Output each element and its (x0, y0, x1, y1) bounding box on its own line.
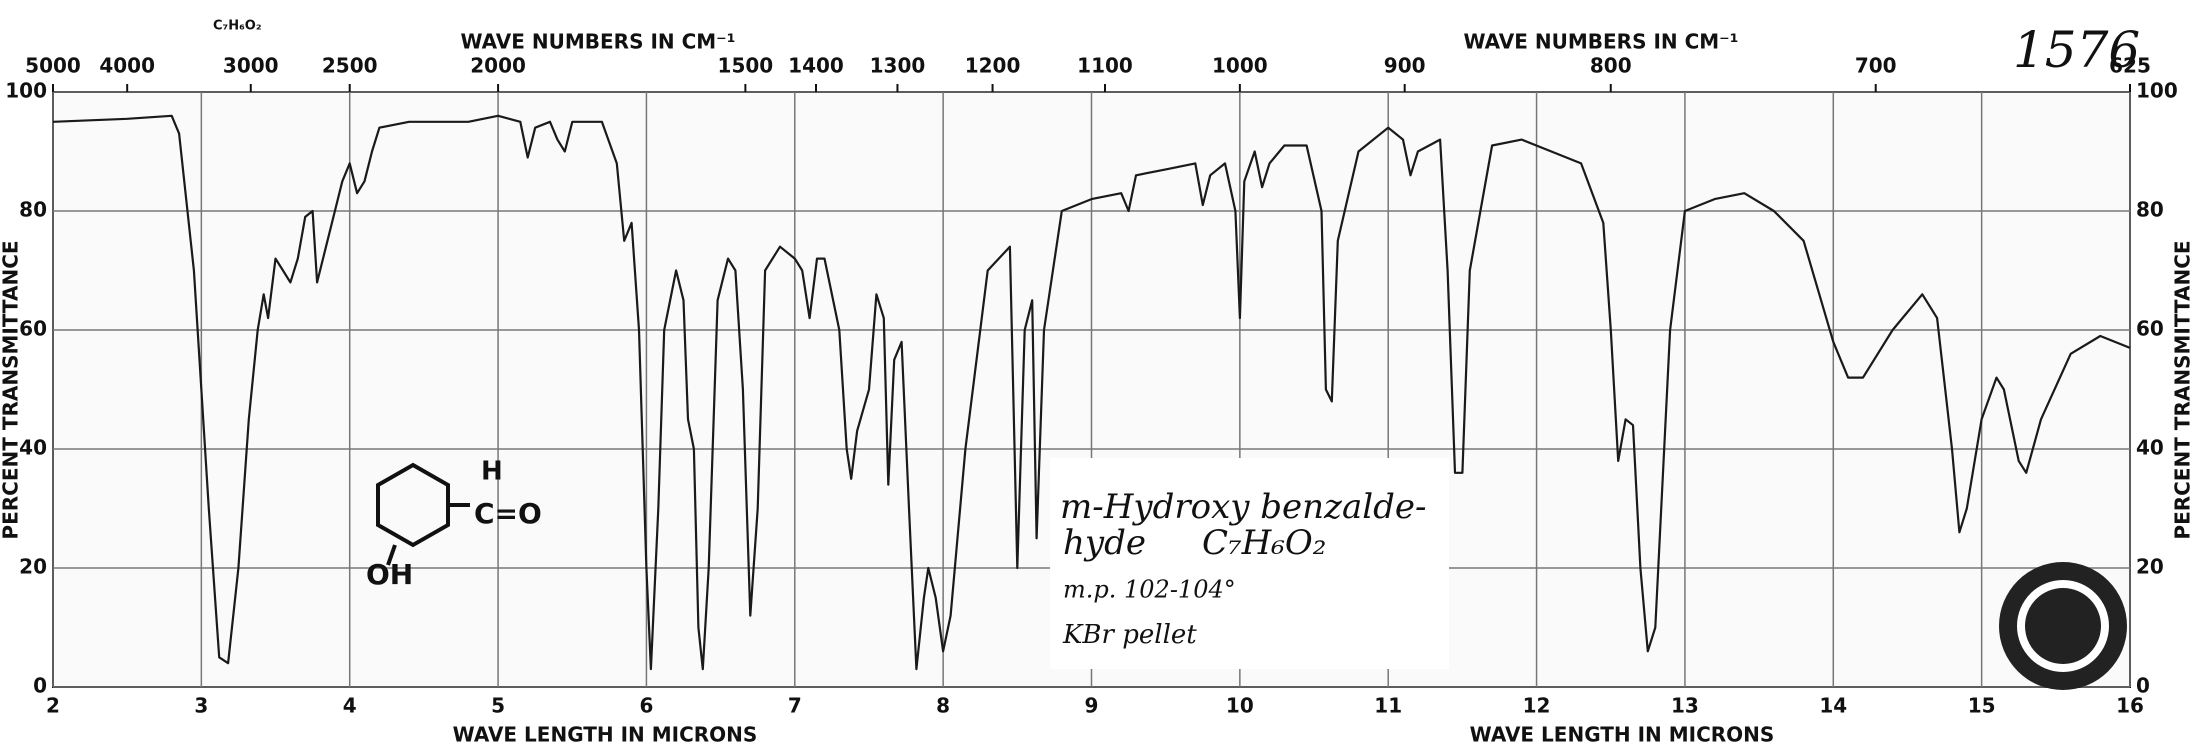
x-tick-label: 3 (194, 694, 208, 718)
spectrum-line (52, 114, 2131, 671)
x2-tick-label: 900 (1384, 54, 1426, 78)
annotation: m-Hydroxy benzalde- (1060, 487, 1426, 527)
bond (386, 544, 397, 566)
x-tick-label: 11 (1374, 694, 1402, 718)
annotation: 1576 (2013, 21, 2140, 79)
annotation: KBr pellet (1062, 620, 1197, 650)
spectrum (52, 114, 2131, 671)
x2-tick-label: 4000 (99, 54, 155, 78)
y-tick-label: 0 (2136, 674, 2150, 698)
x-tick-label: 12 (1523, 694, 1551, 718)
x2-tick-label: 1400 (788, 54, 844, 78)
y-tick-label: 20 (2136, 555, 2164, 579)
y-tick-label: 40 (19, 436, 47, 460)
y-axis-label: PERCENT TRANSMITTANCE (2171, 240, 2195, 539)
x-tick-label: 7 (788, 694, 802, 718)
annotation: hyde (1063, 523, 1146, 563)
annotation: H (481, 457, 503, 487)
x-tick-label: 15 (1968, 694, 1996, 718)
x-tick-label: 10 (1226, 694, 1254, 718)
x-axis-label: WAVE LENGTH IN MICRONS (1470, 723, 1775, 747)
x2-tick-label: 2500 (322, 54, 378, 78)
x-tick-label: 13 (1671, 694, 1699, 718)
x2-tick-label: 1500 (718, 54, 774, 78)
annotation: C=O (474, 497, 542, 530)
x2-axis-label: WAVE NUMBERS IN CM⁻¹ (461, 30, 736, 54)
benzene-ring (376, 462, 450, 548)
annotation: C₇H₆O₂ (213, 19, 262, 34)
x2-tick-label: 2000 (470, 54, 526, 78)
y-tick-label: 40 (2136, 436, 2164, 460)
x2-tick-label: 700 (1855, 54, 1897, 78)
annotation: m.p. 102-104° (1063, 576, 1236, 604)
y-tick-label: 100 (2136, 79, 2178, 103)
x2-tick-label: 1000 (1212, 54, 1268, 78)
y-tick-label: 80 (2136, 198, 2164, 222)
grid (52, 91, 2131, 688)
y-tick-label: 20 (19, 555, 47, 579)
x-tick-label: 5 (491, 694, 505, 718)
x2-tick-label: 625 (2109, 54, 2151, 78)
annotation: OH (366, 558, 413, 591)
y-tick-label: 80 (19, 198, 47, 222)
y-axis-label: PERCENT TRANSMITTANCE (0, 240, 23, 539)
x-tick-label: 14 (1819, 694, 1847, 718)
x2-tick-label: 800 (1590, 54, 1632, 78)
x-tick-label: 9 (1085, 694, 1099, 718)
y-tick-label: 0 (33, 674, 47, 698)
y-tick-label: 100 (5, 79, 47, 103)
x2-tick-label: 5000 (25, 54, 81, 78)
x-tick-label: 8 (936, 694, 950, 718)
x2-tick-label: 1300 (870, 54, 926, 78)
y-tick-label: 60 (2136, 317, 2164, 341)
note-box (1050, 458, 1449, 669)
y-tick-label: 60 (19, 317, 47, 341)
x-tick-label: 2 (46, 694, 60, 718)
logo (1999, 562, 2127, 690)
x2-tick-label: 3000 (223, 54, 279, 78)
x2-axis-label: WAVE NUMBERS IN CM⁻¹ (1464, 30, 1739, 54)
x2-tick-label: 1200 (965, 54, 1021, 78)
x-tick-label: 4 (343, 694, 357, 718)
x-tick-label: 6 (639, 694, 653, 718)
x2-tick-label: 1100 (1077, 54, 1133, 78)
x-tick-label: 16 (2116, 694, 2144, 718)
x-axis-label: WAVE LENGTH IN MICRONS (453, 723, 758, 747)
annotation: C₇H₆O₂ (1202, 523, 1326, 563)
